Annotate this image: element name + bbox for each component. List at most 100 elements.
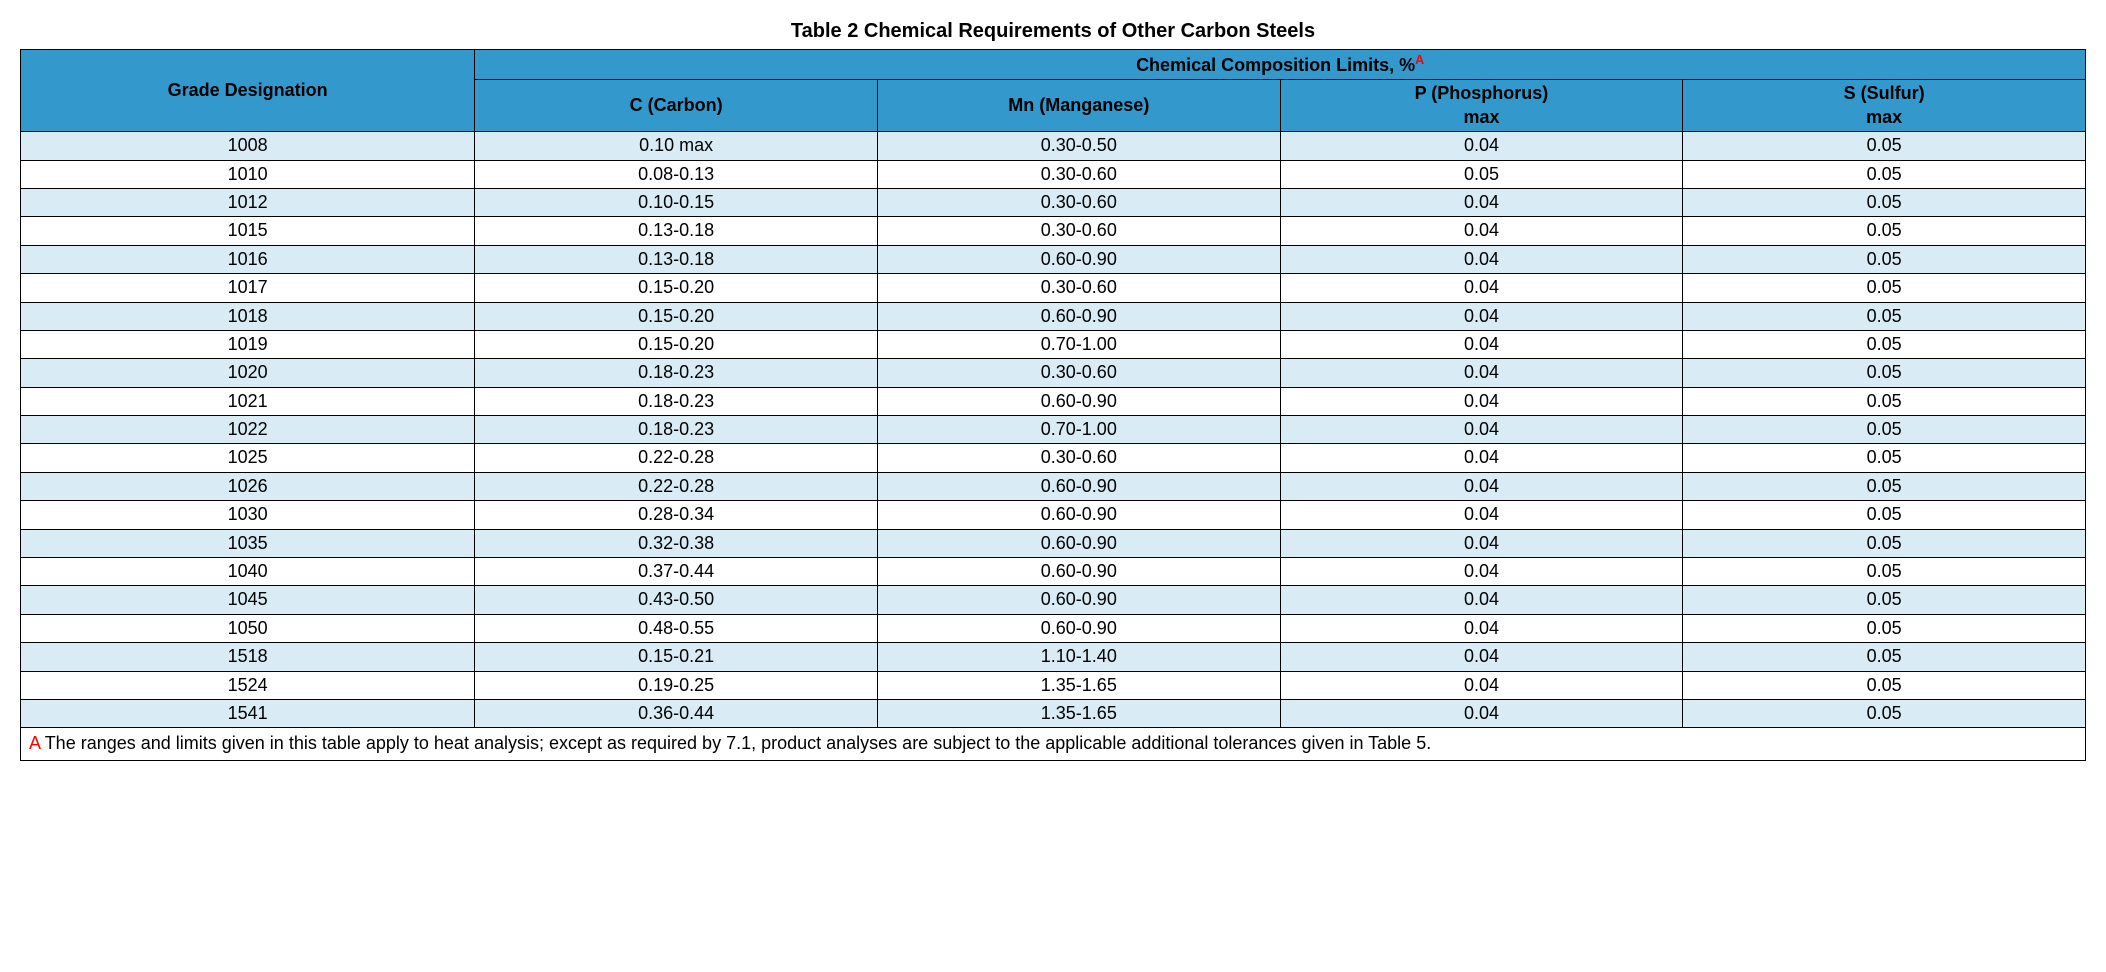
cell-value: 0.30-0.60 (877, 188, 1280, 216)
col-header-element: S (Sulfur)max (1683, 80, 2086, 132)
cell-value: 0.05 (1683, 132, 2086, 160)
cell-value: 0.05 (1683, 501, 2086, 529)
col-header-element: P (Phosphorus)max (1280, 80, 1683, 132)
table-row: 10160.13-0.180.60-0.900.040.05 (21, 245, 2086, 273)
table-row: 15410.36-0.441.35-1.650.040.05 (21, 699, 2086, 727)
spanner-superscript: A (1415, 53, 1424, 67)
cell-value: 1.10-1.40 (877, 643, 1280, 671)
cell-value: 0.05 (1683, 416, 2086, 444)
table-row: 10100.08-0.130.30-0.600.050.05 (21, 160, 2086, 188)
cell-value: 0.04 (1280, 387, 1683, 415)
cell-value: 0.22-0.28 (475, 444, 878, 472)
cell-value: 0.05 (1683, 472, 2086, 500)
cell-grade: 1026 (21, 472, 475, 500)
col-header-label: S (Sulfur) (1687, 82, 2081, 105)
cell-value: 0.04 (1280, 217, 1683, 245)
cell-grade: 1022 (21, 416, 475, 444)
table-row: 10080.10 max0.30-0.500.040.05 (21, 132, 2086, 160)
cell-grade: 1025 (21, 444, 475, 472)
cell-value: 0.04 (1280, 245, 1683, 273)
cell-value: 0.04 (1280, 444, 1683, 472)
cell-value: 0.05 (1683, 302, 2086, 330)
cell-grade: 1050 (21, 614, 475, 642)
col-header-spanner: Chemical Composition Limits, %A (475, 50, 2086, 80)
cell-value: 0.05 (1683, 188, 2086, 216)
cell-value: 0.05 (1683, 330, 2086, 358)
table-row: 10500.48-0.550.60-0.900.040.05 (21, 614, 2086, 642)
col-header-element: Mn (Manganese) (877, 80, 1280, 132)
footnote-row: A The ranges and limits given in this ta… (21, 728, 2086, 760)
cell-value: 0.04 (1280, 302, 1683, 330)
cell-value: 0.05 (1280, 160, 1683, 188)
cell-value: 0.04 (1280, 472, 1683, 500)
table-row: 10400.37-0.440.60-0.900.040.05 (21, 558, 2086, 586)
cell-value: 0.30-0.60 (877, 359, 1280, 387)
cell-value: 0.30-0.60 (877, 274, 1280, 302)
cell-value: 0.05 (1683, 529, 2086, 557)
cell-value: 0.04 (1280, 274, 1683, 302)
table-row: 10180.15-0.200.60-0.900.040.05 (21, 302, 2086, 330)
cell-grade: 1524 (21, 671, 475, 699)
cell-value: 0.04 (1280, 330, 1683, 358)
table-caption: Table 2 Chemical Requirements of Other C… (20, 20, 2086, 43)
table-body: 10080.10 max0.30-0.500.040.0510100.08-0.… (21, 132, 2086, 728)
cell-value: 0.70-1.00 (877, 330, 1280, 358)
cell-value: 0.04 (1280, 416, 1683, 444)
cell-grade: 1012 (21, 188, 475, 216)
cell-grade: 1021 (21, 387, 475, 415)
cell-value: 0.04 (1280, 614, 1683, 642)
table-row: 10220.18-0.230.70-1.000.040.05 (21, 416, 2086, 444)
cell-value: 0.05 (1683, 274, 2086, 302)
cell-value: 0.05 (1683, 558, 2086, 586)
table-row: 10260.22-0.280.60-0.900.040.05 (21, 472, 2086, 500)
col-header-sub: max (1687, 106, 2081, 129)
table-header: Grade Designation Chemical Composition L… (21, 50, 2086, 132)
cell-grade: 1020 (21, 359, 475, 387)
cell-value: 0.30-0.60 (877, 217, 1280, 245)
cell-value: 0.43-0.50 (475, 586, 878, 614)
cell-grade: 1017 (21, 274, 475, 302)
spanner-label: Chemical Composition Limits, % (1136, 55, 1415, 75)
cell-value: 0.37-0.44 (475, 558, 878, 586)
cell-grade: 1019 (21, 330, 475, 358)
table-row: 10250.22-0.280.30-0.600.040.05 (21, 444, 2086, 472)
cell-value: 0.04 (1280, 188, 1683, 216)
table-row: 10120.10-0.150.30-0.600.040.05 (21, 188, 2086, 216)
cell-value: 0.60-0.90 (877, 472, 1280, 500)
cell-value: 0.04 (1280, 586, 1683, 614)
cell-value: 0.04 (1280, 132, 1683, 160)
footnote-text: The ranges and limits given in this tabl… (40, 733, 1431, 753)
cell-value: 0.05 (1683, 359, 2086, 387)
cell-grade: 1008 (21, 132, 475, 160)
footnote-key: A (29, 733, 40, 753)
cell-value: 0.05 (1683, 444, 2086, 472)
cell-value: 0.04 (1280, 359, 1683, 387)
table-row: 10200.18-0.230.30-0.600.040.05 (21, 359, 2086, 387)
col-header-label: P (Phosphorus) (1285, 82, 1679, 105)
cell-value: 0.18-0.23 (475, 359, 878, 387)
cell-value: 0.05 (1683, 643, 2086, 671)
cell-value: 0.08-0.13 (475, 160, 878, 188)
col-header-element: C (Carbon) (475, 80, 878, 132)
cell-value: 0.22-0.28 (475, 472, 878, 500)
cell-value: 0.04 (1280, 699, 1683, 727)
cell-grade: 1040 (21, 558, 475, 586)
col-header-sub: max (1285, 106, 1679, 129)
cell-value: 0.04 (1280, 671, 1683, 699)
table-row: 10150.13-0.180.30-0.600.040.05 (21, 217, 2086, 245)
cell-value: 0.05 (1683, 614, 2086, 642)
cell-grade: 1035 (21, 529, 475, 557)
cell-value: 0.60-0.90 (877, 501, 1280, 529)
table-row: 15180.15-0.211.10-1.400.040.05 (21, 643, 2086, 671)
cell-value: 0.60-0.90 (877, 586, 1280, 614)
cell-value: 0.04 (1280, 529, 1683, 557)
cell-value: 0.48-0.55 (475, 614, 878, 642)
cell-value: 0.15-0.20 (475, 274, 878, 302)
col-header-grade: Grade Designation (21, 50, 475, 132)
table-row: 10350.32-0.380.60-0.900.040.05 (21, 529, 2086, 557)
col-header-label: Mn (Manganese) (882, 94, 1276, 117)
cell-value: 0.04 (1280, 643, 1683, 671)
cell-grade: 1518 (21, 643, 475, 671)
cell-value: 0.15-0.21 (475, 643, 878, 671)
cell-value: 0.30-0.50 (877, 132, 1280, 160)
